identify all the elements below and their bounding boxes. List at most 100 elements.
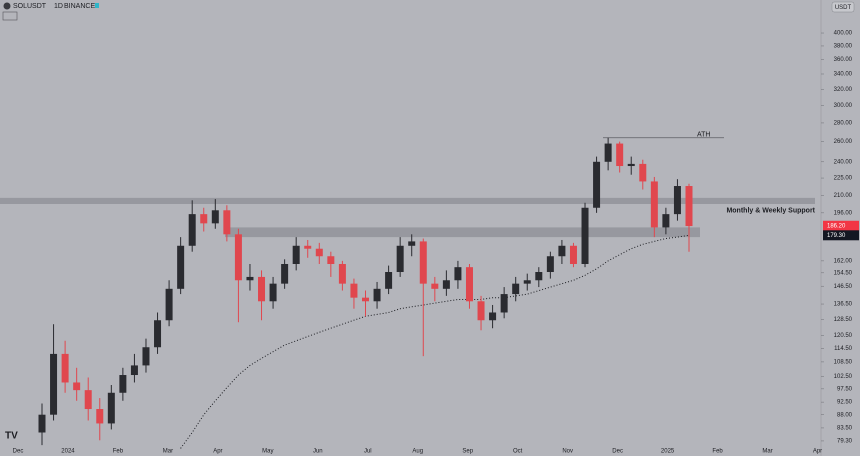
price-label-box bbox=[823, 230, 859, 241]
candle-body bbox=[419, 241, 427, 284]
y-tick-label: 196.00 bbox=[834, 210, 853, 216]
y-tick-label: 136.50 bbox=[834, 302, 853, 308]
y-tick-label: 260.00 bbox=[834, 139, 853, 145]
candle-body bbox=[558, 245, 566, 257]
y-tick-label: 128.50 bbox=[834, 317, 853, 323]
y-tick-label: 92.50 bbox=[837, 400, 853, 406]
candle-body bbox=[581, 207, 589, 264]
candle-body bbox=[223, 210, 231, 235]
candle-body bbox=[662, 214, 670, 228]
candle-body bbox=[84, 390, 92, 410]
y-tick-label: 79.30 bbox=[837, 439, 853, 445]
candle-body bbox=[408, 241, 416, 246]
candle-body bbox=[535, 272, 543, 281]
candle-body bbox=[327, 256, 335, 264]
y-tick-label: 108.50 bbox=[834, 359, 853, 365]
candle-body bbox=[442, 280, 450, 289]
x-tick-label: Apr bbox=[813, 449, 822, 455]
candle-body bbox=[373, 288, 381, 302]
ath-label: ATH bbox=[697, 132, 710, 139]
candle-body bbox=[200, 214, 208, 224]
candle-body bbox=[211, 210, 219, 224]
y-tick-label: 380.00 bbox=[834, 44, 853, 50]
collapse-button[interactable] bbox=[2, 11, 18, 21]
candle-body bbox=[281, 263, 289, 284]
x-tick-label: Mar bbox=[163, 449, 173, 455]
price-label: 186.20 bbox=[827, 223, 846, 229]
candle-body bbox=[489, 312, 497, 321]
header: SOLUSDT 1D BINANCE bbox=[2, 2, 99, 21]
candle-body bbox=[258, 276, 266, 302]
candle-body bbox=[73, 382, 81, 391]
candle-body bbox=[38, 414, 46, 433]
candle-body bbox=[165, 288, 173, 321]
candle-body bbox=[188, 214, 196, 246]
candle-body bbox=[512, 283, 520, 295]
candle-body bbox=[593, 161, 601, 208]
candle-body bbox=[500, 294, 508, 313]
moving-average bbox=[180, 234, 690, 449]
candle-body bbox=[338, 263, 346, 284]
tv-logo: TV bbox=[5, 431, 18, 442]
candle-body bbox=[627, 163, 635, 167]
x-tick-label: Aug bbox=[412, 449, 423, 455]
interval: 1D bbox=[54, 3, 63, 10]
y-tick-label: 97.50 bbox=[837, 386, 853, 392]
x-tick-label: Mar bbox=[762, 449, 772, 455]
candle-body bbox=[650, 181, 658, 228]
candle-body bbox=[616, 143, 624, 167]
support-zone bbox=[0, 197, 815, 204]
candle-body bbox=[304, 245, 312, 249]
status-icon bbox=[95, 3, 99, 8]
y-tick-label: 280.00 bbox=[834, 121, 853, 127]
x-tick-label: Dec bbox=[612, 449, 623, 455]
candle-body bbox=[177, 245, 185, 289]
candle-body bbox=[50, 353, 58, 415]
candle-body bbox=[385, 272, 393, 289]
y-tick-label: 154.50 bbox=[834, 270, 853, 276]
currency-label[interactable]: USDT bbox=[835, 5, 852, 11]
x-tick-label: Dec bbox=[13, 449, 24, 455]
candle-body bbox=[465, 267, 473, 302]
y-tick-label: 340.00 bbox=[834, 72, 853, 78]
x-tick-label: Feb bbox=[113, 449, 124, 455]
candle-body bbox=[130, 365, 138, 376]
candle-body bbox=[292, 245, 300, 264]
candle-body bbox=[315, 248, 323, 257]
y-tick-label: 400.00 bbox=[834, 31, 853, 37]
y-tick-label: 225.00 bbox=[834, 176, 853, 182]
candle-body bbox=[107, 392, 115, 424]
y-tick-label: 300.00 bbox=[834, 103, 853, 109]
candle-body bbox=[604, 143, 612, 162]
candle-body bbox=[269, 283, 277, 302]
candle-body bbox=[350, 283, 358, 298]
symbol: SOLUSDT bbox=[13, 3, 47, 10]
y-tick-label: 162.00 bbox=[834, 258, 853, 264]
y-tick-label: 240.00 bbox=[834, 159, 853, 165]
candle-body bbox=[396, 245, 404, 273]
x-tick-label: Apr bbox=[213, 449, 222, 455]
y-tick-label: 88.00 bbox=[837, 412, 853, 418]
price-label-box bbox=[823, 220, 859, 231]
candle-body bbox=[431, 283, 439, 289]
x-tick-label: Jun bbox=[313, 449, 323, 455]
candle-body bbox=[61, 353, 69, 383]
candle-body bbox=[119, 375, 127, 393]
exchange: BINANCE bbox=[64, 3, 95, 10]
currency-button[interactable]: USDT bbox=[831, 1, 855, 13]
x-tick-label: Nov bbox=[562, 449, 573, 455]
candle-body bbox=[246, 276, 254, 281]
currency-button-box[interactable] bbox=[831, 1, 855, 13]
candle-body bbox=[546, 256, 554, 273]
candle-body bbox=[142, 347, 150, 366]
candle-body bbox=[639, 163, 647, 182]
y-tick-label: 360.00 bbox=[834, 57, 853, 63]
x-tick-label: Oct bbox=[513, 449, 523, 455]
x-tick-label: May bbox=[262, 449, 273, 455]
x-tick-label: Jul bbox=[364, 449, 372, 455]
candle-body bbox=[477, 301, 485, 321]
y-tick-label: 83.50 bbox=[837, 426, 853, 432]
x-tick-label: 2024 bbox=[61, 449, 75, 455]
y-tick-label: 210.00 bbox=[834, 193, 853, 199]
